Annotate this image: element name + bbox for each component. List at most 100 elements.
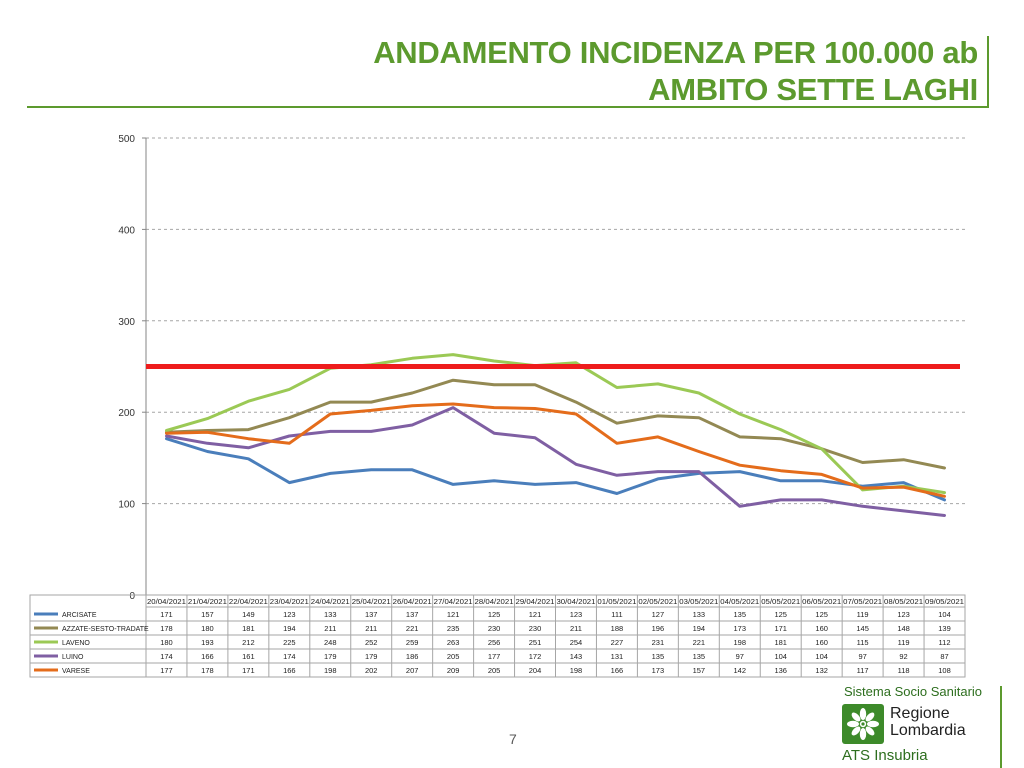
x-tick-label: 06/05/2021	[802, 599, 841, 606]
data-label: 121	[447, 610, 460, 619]
data-label: 178	[201, 666, 214, 675]
data-label: 145	[856, 624, 869, 633]
logo-region-line1: Regione	[890, 705, 950, 722]
data-label: 149	[242, 610, 255, 619]
y-tick-label: 100	[118, 500, 135, 511]
data-label: 161	[242, 652, 255, 661]
data-label: 97	[736, 652, 744, 661]
data-label: 194	[283, 624, 296, 633]
data-label: 119	[898, 638, 910, 647]
legend-label-arcisate: ARCISATE	[62, 612, 97, 619]
data-label: 193	[201, 638, 214, 647]
data-label: 221	[693, 638, 706, 647]
x-tick-label: 29/04/2021	[516, 599, 555, 606]
data-label: 263	[447, 638, 460, 647]
data-label: 166	[201, 652, 214, 661]
data-label: 131	[611, 652, 624, 661]
x-tick-label: 24/04/2021	[311, 599, 350, 606]
y-tick-label: 400	[118, 225, 135, 236]
x-tick-label: 26/04/2021	[393, 599, 432, 606]
data-label: 177	[160, 666, 173, 675]
data-label: 97	[858, 652, 866, 661]
y-tick-label: 0	[129, 591, 135, 602]
x-tick-label: 27/04/2021	[434, 599, 473, 606]
x-tick-label: 07/05/2021	[843, 599, 882, 606]
x-tick-label: 28/04/2021	[475, 599, 514, 606]
data-label: 180	[160, 638, 173, 647]
data-label: 198	[570, 666, 583, 675]
series-line-arcisate	[165, 437, 946, 502]
data-label: 194	[693, 624, 706, 633]
data-label: 132	[815, 666, 828, 675]
data-label: 211	[324, 624, 336, 633]
data-label: 157	[693, 666, 706, 675]
series-line-luino	[165, 406, 946, 517]
data-label: 137	[406, 610, 419, 619]
data-label: 171	[774, 624, 787, 633]
data-label: 108	[938, 666, 951, 675]
data-label: 207	[406, 666, 419, 675]
x-tick-label: 20/04/2021	[147, 599, 186, 606]
x-tick-label: 01/05/2021	[597, 599, 636, 606]
data-label: 205	[447, 652, 460, 661]
x-tick-label: 21/04/2021	[188, 599, 227, 606]
x-tick-label: 03/05/2021	[679, 599, 718, 606]
data-label: 123	[283, 610, 296, 619]
data-label: 121	[529, 610, 542, 619]
data-label: 125	[815, 610, 828, 619]
data-label: 180	[201, 624, 214, 633]
data-label: 196	[652, 624, 665, 633]
data-label: 171	[242, 666, 255, 675]
data-label: 205	[488, 666, 501, 675]
series-line-varese	[165, 402, 946, 498]
data-label: 115	[857, 638, 869, 647]
logo-accent-bar	[1000, 686, 1002, 768]
data-label: 248	[324, 638, 337, 647]
data-label: 181	[242, 624, 255, 633]
data-label: 173	[734, 624, 747, 633]
data-label: 259	[406, 638, 419, 647]
data-label: 133	[324, 610, 337, 619]
x-tick-label: 04/05/2021	[720, 599, 759, 606]
logo-region-line2: Lombardia	[890, 722, 966, 739]
data-label: 252	[365, 638, 378, 647]
data-label: 198	[324, 666, 337, 675]
data-label: 92	[899, 652, 907, 661]
title-line-2: AMBITO SETTE LAGHI	[648, 72, 978, 107]
data-label: 221	[406, 624, 419, 633]
data-label: 123	[897, 610, 910, 619]
page-number: 7	[509, 731, 517, 747]
data-label: 212	[242, 638, 255, 647]
data-label: 172	[529, 652, 542, 661]
data-label: 118	[898, 666, 910, 675]
data-label: 133	[693, 610, 706, 619]
data-label: 174	[160, 652, 173, 661]
ats-insubria-logo: Sistema Socio Sanitario Regione Lombardi…	[836, 684, 996, 768]
data-label: 202	[365, 666, 378, 675]
data-label: 104	[938, 610, 951, 619]
data-label: 230	[488, 624, 501, 633]
data-label: 186	[406, 652, 419, 661]
data-label: 104	[774, 652, 787, 661]
data-label: 231	[652, 638, 665, 647]
logo-region-text: Regione Lombardia	[890, 705, 966, 739]
data-label: 127	[652, 610, 665, 619]
data-label: 137	[365, 610, 378, 619]
data-label: 171	[160, 610, 173, 619]
data-label: 119	[857, 610, 869, 619]
data-label: 181	[774, 638, 787, 647]
data-label: 204	[529, 666, 542, 675]
title-divider	[27, 106, 989, 108]
data-label: 179	[324, 652, 337, 661]
data-label: 136	[774, 666, 787, 675]
data-label: 251	[529, 638, 542, 647]
data-label: 173	[652, 666, 665, 675]
data-label: 177	[488, 652, 501, 661]
data-label: 112	[939, 638, 951, 647]
data-label: 256	[488, 638, 501, 647]
x-tick-label: 30/04/2021	[556, 599, 595, 606]
data-label: 227	[611, 638, 624, 647]
logo-agency-text: ATS Insubria	[842, 747, 928, 764]
data-label: 160	[815, 624, 828, 633]
